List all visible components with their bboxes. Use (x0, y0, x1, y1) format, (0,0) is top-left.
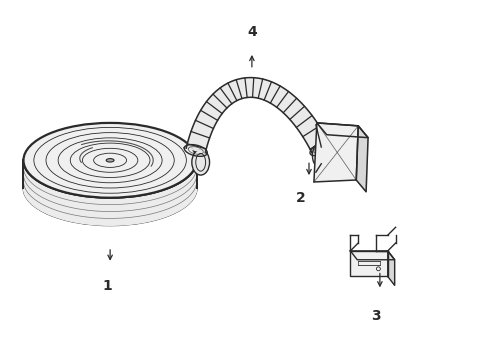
Ellipse shape (24, 123, 197, 198)
Polygon shape (388, 251, 394, 285)
Polygon shape (356, 126, 368, 192)
Ellipse shape (106, 159, 114, 162)
Text: 2: 2 (296, 191, 306, 205)
Text: 3: 3 (371, 309, 381, 323)
Polygon shape (24, 160, 197, 225)
Polygon shape (314, 123, 358, 182)
Text: 4: 4 (247, 25, 257, 39)
Text: 1: 1 (102, 279, 112, 293)
Polygon shape (317, 123, 368, 138)
Ellipse shape (24, 150, 197, 225)
Polygon shape (186, 78, 330, 153)
Polygon shape (350, 251, 394, 260)
Polygon shape (350, 251, 388, 276)
Ellipse shape (192, 149, 210, 175)
